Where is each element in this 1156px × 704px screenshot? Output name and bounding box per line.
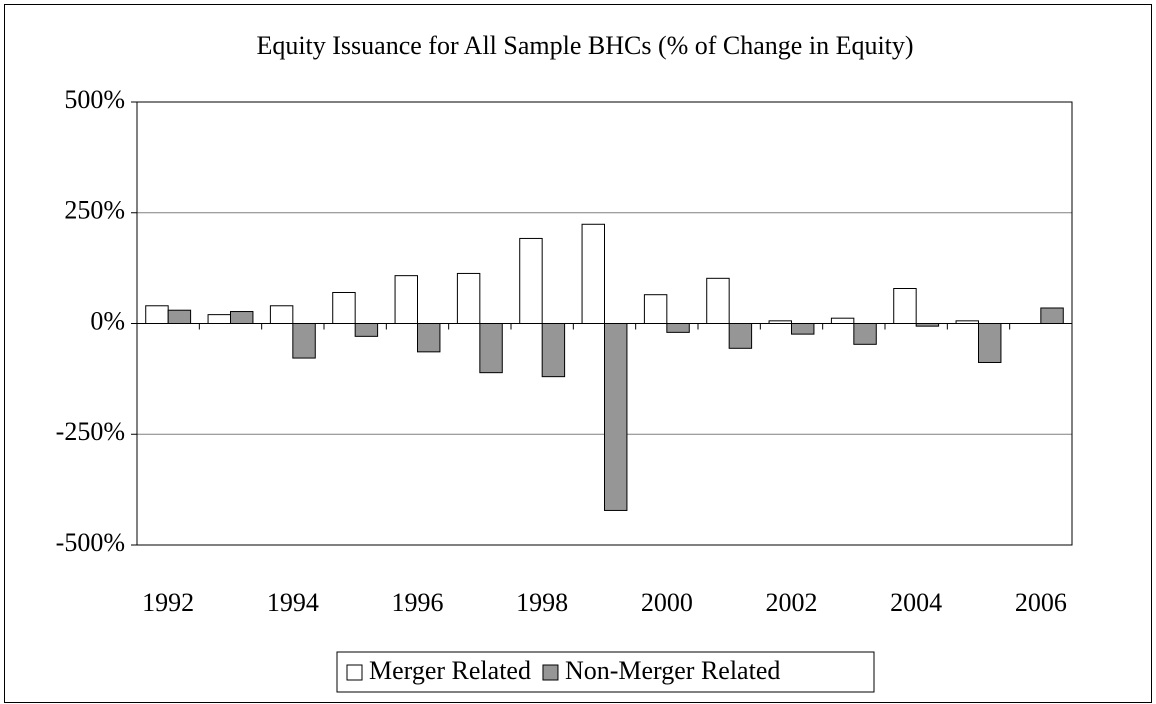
legend-label: Non-Merger Related: [565, 656, 780, 685]
x-tick-label: 2006: [1015, 588, 1067, 617]
bar: [479, 323, 503, 374]
bar: [893, 288, 917, 324]
y-tick-label: 0%: [90, 306, 125, 335]
bar: [853, 323, 877, 345]
x-tick-label: 2000: [641, 588, 693, 617]
bar: [167, 309, 192, 324]
bar: [604, 323, 628, 511]
legend-box: [336, 651, 875, 693]
x-tick-label: 1992: [142, 588, 194, 617]
y-tick-label: 500%: [64, 85, 125, 114]
bar: [1040, 307, 1064, 324]
legend-label: Merger Related: [369, 656, 531, 685]
chart-title: Equity Issuance for All Sample BHCs (% o…: [256, 31, 913, 60]
bar: [541, 323, 566, 378]
y-tick-label: -500%: [56, 528, 125, 557]
bar: [354, 323, 379, 337]
bar: [978, 323, 1002, 363]
bar: [417, 323, 441, 353]
bar: [706, 277, 730, 324]
chart-frame: [4, 4, 1152, 703]
bar: [830, 317, 855, 324]
bar: [269, 305, 294, 324]
legend-swatch: [346, 664, 363, 681]
x-tick-label: 1998: [516, 588, 568, 617]
x-tick-label: 1994: [267, 588, 319, 617]
bar: [643, 294, 668, 324]
x-tick-label: 1996: [392, 588, 444, 617]
bar: [145, 305, 169, 324]
x-tick-label: 2004: [890, 588, 942, 617]
bar: [394, 275, 418, 325]
y-tick-label: -250%: [56, 417, 125, 446]
bar: [332, 291, 356, 324]
legend-swatch: [542, 664, 559, 681]
x-tick-label: 2002: [766, 588, 818, 617]
bar: [666, 323, 690, 333]
bar: [791, 323, 815, 335]
bar: [728, 323, 753, 349]
bar: [456, 272, 481, 325]
y-tick-label: 250%: [64, 196, 125, 225]
bar: [581, 223, 605, 325]
bar: [207, 314, 231, 325]
bar: [230, 311, 254, 325]
bar: [519, 237, 543, 324]
bar: [292, 323, 316, 359]
